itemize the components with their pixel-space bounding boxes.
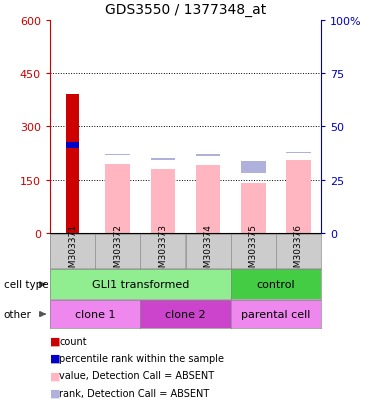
Title: GDS3550 / 1377348_at: GDS3550 / 1377348_at	[105, 3, 266, 17]
Text: other: other	[4, 309, 32, 319]
Bar	[66, 142, 79, 148]
Text: ■: ■	[50, 370, 60, 380]
Text: control: control	[256, 280, 295, 290]
Bar	[151, 159, 175, 160]
Bar	[196, 155, 220, 157]
Text: percentile rank within the sample: percentile rank within the sample	[59, 353, 224, 363]
Text: parental cell: parental cell	[241, 309, 311, 319]
Bar	[241, 184, 266, 233]
Text: value, Detection Call = ABSENT: value, Detection Call = ABSENT	[59, 370, 214, 380]
Bar	[66, 95, 79, 233]
Text: clone 1: clone 1	[75, 309, 115, 319]
Text: GSM303371: GSM303371	[68, 224, 77, 279]
Bar	[105, 154, 130, 156]
Bar	[241, 162, 266, 174]
Text: GSM303376: GSM303376	[294, 224, 303, 279]
Text: GLI1 transformed: GLI1 transformed	[92, 280, 189, 290]
Text: ■: ■	[50, 388, 60, 398]
Bar	[105, 165, 130, 233]
Text: GSM303372: GSM303372	[113, 224, 122, 279]
Bar	[286, 152, 311, 154]
Text: ■: ■	[50, 336, 60, 346]
Text: clone 2: clone 2	[165, 309, 206, 319]
Text: count: count	[59, 336, 87, 346]
Bar	[196, 165, 220, 233]
Text: rank, Detection Call = ABSENT: rank, Detection Call = ABSENT	[59, 388, 210, 398]
Bar	[151, 169, 175, 233]
Text: GSM303373: GSM303373	[158, 224, 167, 279]
Text: ■: ■	[50, 353, 60, 363]
Text: GSM303375: GSM303375	[249, 224, 258, 279]
Bar	[286, 161, 311, 233]
Text: GSM303374: GSM303374	[204, 224, 213, 279]
Text: cell type: cell type	[4, 280, 48, 290]
